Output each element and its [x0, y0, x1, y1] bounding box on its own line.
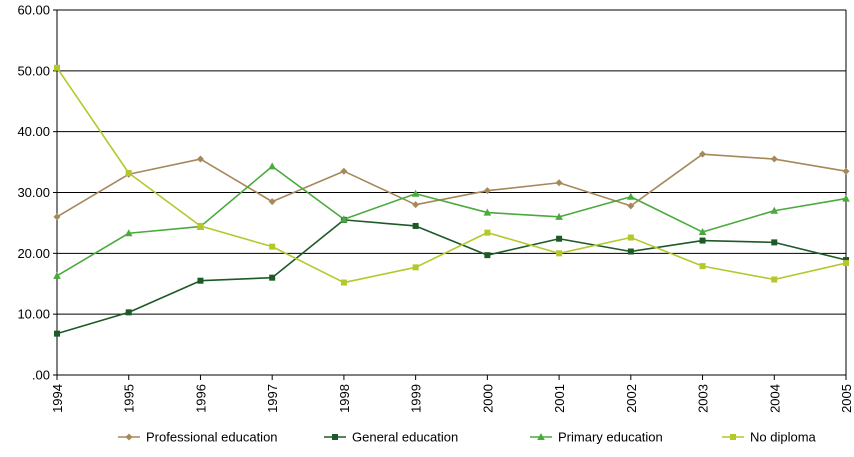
data-point-professional-education — [412, 201, 420, 209]
data-point-no-diploma — [54, 64, 60, 71]
legend-item-general-education: General education — [324, 430, 458, 445]
legend-label: Primary education — [558, 430, 663, 445]
legend-swatch-marker — [125, 433, 133, 441]
data-point-no-diploma — [627, 234, 634, 241]
data-point-general-education — [699, 237, 706, 244]
legend: Professional education General education P… — [118, 430, 817, 445]
data-point-primary-education — [268, 162, 276, 170]
y-tick-label: 40.00 — [17, 124, 50, 139]
series-line-general-education — [56, 219, 847, 335]
data-point-no-diploma — [125, 170, 132, 177]
legend-label: No diploma — [750, 430, 817, 445]
data-point-general-education — [54, 330, 60, 337]
data-point-primary-education — [124, 229, 133, 237]
data-point-general-education — [556, 235, 563, 242]
legend-item-primary-education: Primary education — [530, 430, 663, 445]
data-point-professional-education — [555, 179, 563, 187]
data-point-no-diploma — [197, 222, 204, 229]
series-line-professional-education — [56, 153, 847, 218]
x-tick-label: 2000 — [480, 384, 495, 413]
data-point-general-education — [197, 277, 204, 284]
legend-item-professional-education: Professional education — [118, 430, 278, 445]
data-point-primary-education — [411, 189, 420, 197]
legend-label: Professional education — [146, 430, 278, 445]
x-tick-label: 2004 — [767, 384, 782, 413]
data-point-general-education — [269, 274, 276, 281]
data-point-professional-education — [340, 167, 348, 175]
data-point-general-education — [627, 248, 634, 255]
legend-swatch-marker — [537, 433, 545, 440]
series-line-no-diploma — [56, 67, 847, 284]
series-general-education — [54, 216, 849, 337]
data-point-no-diploma — [843, 260, 849, 267]
x-tick-label: 2003 — [696, 384, 711, 413]
y-tick-label: 10.00 — [17, 307, 50, 322]
series-professional-education — [53, 150, 850, 221]
data-point-no-diploma — [556, 250, 563, 257]
y-tick-label: 50.00 — [17, 63, 50, 78]
series-no-diploma — [54, 64, 849, 286]
series-line-primary-education — [56, 165, 847, 277]
data-point-no-diploma — [699, 263, 706, 270]
data-point-primary-education — [483, 208, 492, 216]
y-tick-label: 20.00 — [17, 246, 50, 261]
data-point-primary-education — [842, 194, 850, 202]
series-lines — [53, 64, 850, 337]
x-tick-label: 2002 — [624, 384, 639, 413]
gridlines — [57, 9, 846, 376]
y-tick-label: 30.00 — [17, 185, 50, 200]
data-point-professional-education — [53, 213, 61, 221]
x-tick-label: 1998 — [337, 384, 352, 413]
x-tick-label: 1994 — [50, 384, 65, 413]
data-point-no-diploma — [771, 276, 778, 283]
data-point-professional-education — [699, 150, 707, 158]
data-point-general-education — [843, 257, 849, 264]
data-point-no-diploma — [340, 279, 347, 286]
data-point-primary-education — [340, 215, 348, 223]
data-point-professional-education — [483, 187, 491, 195]
data-point-primary-education — [698, 228, 707, 236]
data-point-general-education — [771, 239, 778, 246]
data-point-no-diploma — [412, 264, 419, 271]
x-tick-label: 1996 — [193, 384, 208, 413]
legend-swatch-marker — [730, 434, 736, 440]
data-point-general-education — [412, 222, 419, 229]
axes: .00 10.00 20.00 30.00 40.00 50.00 60.00 1994 199… — [17, 3, 854, 413]
legend-swatch-marker — [332, 434, 338, 440]
legend-label: General education — [352, 430, 458, 445]
data-point-no-diploma — [484, 229, 491, 236]
data-point-professional-education — [770, 155, 778, 163]
data-point-primary-education — [53, 271, 61, 279]
data-point-primary-education — [770, 206, 779, 214]
x-tick-label: 1999 — [409, 384, 424, 413]
x-tick-label: 1997 — [265, 384, 280, 413]
data-point-general-education — [125, 309, 132, 316]
data-point-general-education — [484, 252, 491, 259]
legend-item-no-diploma: No diploma — [722, 430, 817, 445]
x-tick-label: 2001 — [552, 384, 567, 413]
y-tick-label: .00 — [32, 368, 50, 383]
data-point-primary-education — [555, 212, 563, 220]
data-point-primary-education — [627, 192, 635, 200]
x-tick-label: 2005 — [839, 384, 854, 413]
data-point-professional-education — [842, 167, 850, 175]
data-point-professional-education — [627, 202, 635, 210]
data-point-no-diploma — [269, 243, 276, 250]
series-primary-education — [53, 162, 850, 279]
data-point-professional-education — [196, 155, 204, 163]
y-tick-label: 60.00 — [17, 3, 50, 18]
data-point-professional-education — [268, 198, 276, 206]
x-tick-label: 1995 — [122, 384, 137, 413]
